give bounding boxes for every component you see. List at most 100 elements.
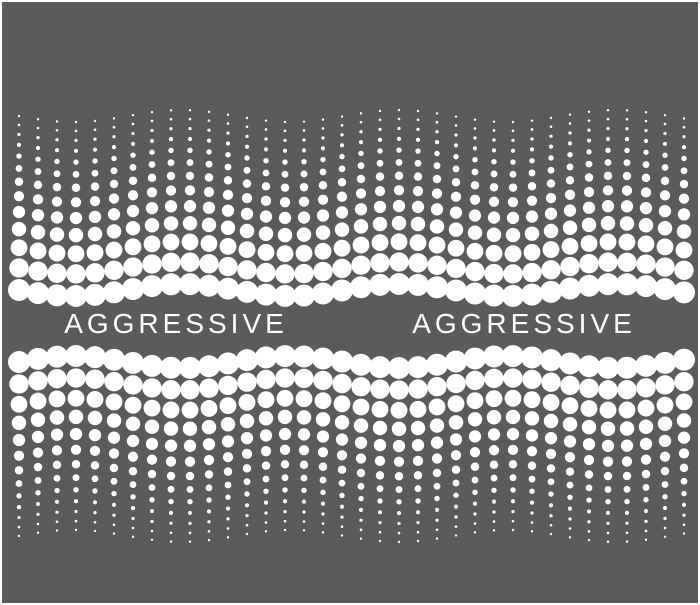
halftone-dot [602,200,614,212]
halftone-dot [302,510,305,513]
halftone-dot [264,147,268,151]
halftone-dot [644,509,648,513]
halftone-dot [617,253,636,272]
halftone-dot [673,281,695,303]
halftone-dot [94,521,97,524]
halftone-dot [411,217,425,231]
halftone-dot [526,210,538,222]
halftone-dot [28,371,47,390]
halftone-dot [242,449,252,459]
halftone-dot [256,370,275,389]
halftone-dot [206,161,213,168]
halftone-dot [146,202,158,214]
halftone-dot [372,234,389,251]
halftone-dot [676,242,693,259]
halftone-dot [579,379,598,398]
halftone-dot [450,206,462,218]
halftone-dot [301,475,308,482]
halftone-dot [336,206,348,218]
halftone-dot [455,115,457,117]
halftone-dot [317,430,329,442]
halftone-dot [321,146,325,150]
halftone-dot [389,380,408,399]
halftone-dot [473,136,476,139]
halftone-dot [412,201,424,213]
halftone-dot [657,397,674,414]
halftone-dot [242,193,252,203]
halftone-dot [160,273,182,295]
halftone-dot [661,177,669,185]
halftone-dot [18,124,21,127]
halftone-dot [678,432,690,444]
halftone-dot [30,242,47,259]
halftone-dot [397,522,400,525]
halftone-dot [617,380,636,399]
halftone-dot [578,355,600,377]
halftone-dot [104,261,123,280]
halftone-dot [189,532,192,535]
halftone-dot [377,160,384,167]
halftone-dot [12,416,26,430]
halftone-dot [374,439,386,451]
halftone-dot [75,529,77,531]
halftone-dot [359,519,362,522]
halftone-dot [448,395,465,412]
halftone-dot [468,412,482,426]
halftone-dot [548,155,553,160]
halftone-dot [284,121,286,123]
halftone-dot [464,347,486,369]
halftone-dot [664,123,667,126]
halftone-dot [258,244,275,261]
halftone-dot [350,276,372,298]
halftone-dot [600,234,617,251]
halftone-dot [547,464,555,472]
halftone-dot [522,263,541,282]
halftone-dot [112,145,116,149]
halftone-dot [566,467,574,475]
halftone-dot [354,418,368,432]
halftone-dot [640,438,652,450]
halftone-dot [354,219,368,233]
halftone-dot [259,226,273,240]
halftone-dot [205,173,213,181]
halftone-dot [510,159,515,164]
halftone-dot [302,148,306,152]
halftone-dot [446,374,465,393]
halftone-dot [531,530,533,532]
halftone-dot [641,454,651,464]
halftone-dot [660,190,670,200]
halftone-dot [113,532,115,534]
halftone-dot [643,161,650,168]
halftone-dot [167,472,175,480]
halftone-dot [680,464,688,472]
halftone-dot [584,455,594,465]
halftone-dot [151,111,153,113]
halftone-dot [493,520,496,523]
halftone-dot [601,216,615,230]
halftone-dot [226,141,230,145]
halftone-dot [35,477,42,484]
halftone-dot [683,126,686,129]
halftone-dot [184,440,196,452]
halftone-dot [132,527,135,530]
halftone-dot [397,511,401,515]
halftone-dot [546,193,556,203]
halftone-dot [85,263,104,282]
halftone-dot [339,154,344,159]
halftone-dot [202,420,216,434]
halftone-dot [265,521,268,524]
halftone-dot [417,110,419,112]
halftone-dot [454,505,458,509]
halftone-dot [616,273,638,295]
halftone-dot [226,506,230,510]
halftone-dot [281,183,289,191]
halftone-dot [55,138,58,141]
halftone-dot [17,133,20,136]
halftone-dot [53,461,61,469]
halftone-dot [264,137,267,140]
halftone-dot [529,489,534,494]
halftone-dot [392,216,406,230]
halftone-dot [239,394,256,411]
halftone-dot [530,137,533,140]
halftone-dot [37,532,39,534]
